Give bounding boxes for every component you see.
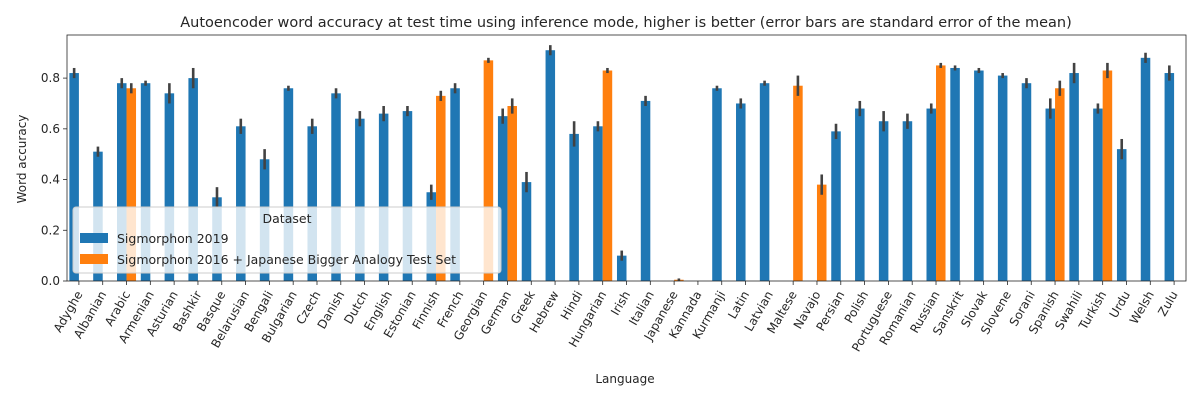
bar-1-armenian: [140, 83, 151, 281]
bar-1-polish: [855, 108, 865, 281]
bar-1-spanish: [1045, 108, 1056, 281]
bar-2-german: [507, 106, 517, 281]
bar-1-hebrew: [545, 50, 556, 281]
bar-1-english: [378, 113, 389, 282]
plot-frame: [66, 34, 1187, 282]
bars-layer: [69, 50, 1175, 282]
y-tick-labels: 0.0 0.2 0.4 0.6 0.8: [41, 71, 60, 288]
chart-title: Autoencoder word accuracy at test time u…: [180, 15, 1072, 31]
legend-swatch-series-2: [80, 254, 108, 264]
bar-1-adyghe: [69, 73, 79, 281]
bar-2-georgian: [483, 60, 494, 281]
bar-1-czech: [307, 126, 317, 281]
bar-1-sanskrit: [950, 67, 960, 281]
bar-2-maltese: [793, 85, 803, 281]
bar-1-slovak: [974, 70, 984, 281]
bar-1-latin: [736, 103, 746, 281]
bar-1-kurmanji: [712, 88, 722, 281]
bar-1-urdu: [1116, 149, 1127, 281]
bar-1-hungarian: [593, 126, 603, 281]
y-tick-label: 0.8: [41, 71, 60, 85]
bar-1-bulgarian: [283, 88, 294, 281]
y-tick-label: 0.2: [41, 223, 60, 237]
bar-1-portuguese: [878, 121, 889, 281]
legend-label-series-2: Sigmorphon 2016 + Japanese Bigger Analog…: [117, 252, 456, 267]
legend-title: Dataset: [263, 211, 312, 226]
bar-1-latvian: [759, 83, 770, 281]
bar-2-russian: [936, 65, 946, 282]
bar-1-slovene: [997, 75, 1008, 281]
bar-1-persian: [831, 131, 841, 281]
bar-1-zulu: [1164, 73, 1175, 281]
bar-1-irish: [616, 255, 627, 281]
bar-2-navajo: [816, 184, 827, 281]
bar-1-turkish: [1093, 108, 1103, 281]
bar-1-german: [497, 116, 508, 282]
bar-1-french: [450, 88, 460, 281]
error-bars-layer: [72, 45, 1171, 281]
y-tick-label: 0.0: [41, 274, 60, 288]
bar-1-dutch: [355, 118, 365, 281]
bar-1-bashkir: [188, 78, 198, 281]
legend-label-series-1: Sigmorphon 2019: [117, 231, 229, 246]
bar-1-welsh: [1140, 57, 1151, 281]
legend-swatch-series-1: [80, 233, 108, 243]
legend: Dataset Sigmorphon 2019 Sigmorphon 2016 …: [72, 206, 502, 274]
y-axis-label: Word accuracy: [15, 115, 29, 204]
x-axis-label: Language: [595, 372, 654, 386]
legend-box: [72, 206, 502, 274]
x-tick-labels: AdygheAlbanianArabicArmenianAsturianBash…: [51, 288, 1181, 354]
x-tick-label: Zulu: [1155, 289, 1181, 319]
bar-1-hindi: [569, 133, 579, 281]
bar-2-hungarian: [602, 70, 613, 281]
bar-2-turkish: [1102, 70, 1113, 281]
bar-2-arabic: [126, 88, 137, 281]
bar-1-greek: [521, 182, 532, 281]
bar-1-estonian: [402, 111, 413, 281]
bar-1-belarusian: [236, 126, 246, 281]
axes-layer: [63, 34, 1187, 285]
bar-1-russian: [926, 108, 937, 281]
bar-2-spanish: [1055, 88, 1065, 281]
bar-1-italian: [640, 100, 651, 281]
bar-1-sorani: [1021, 83, 1032, 281]
bar-1-romanian: [902, 121, 913, 281]
bar-1-swahili: [1069, 73, 1079, 281]
y-tick-label: 0.4: [41, 173, 60, 187]
bar-2-finnish: [436, 95, 446, 282]
x-tick-label: Welsh: [1127, 289, 1157, 327]
bar-1-danish: [331, 93, 341, 281]
bar-1-asturian: [164, 93, 175, 281]
y-tick-label: 0.6: [41, 122, 60, 136]
bar-1-arabic: [117, 83, 127, 281]
